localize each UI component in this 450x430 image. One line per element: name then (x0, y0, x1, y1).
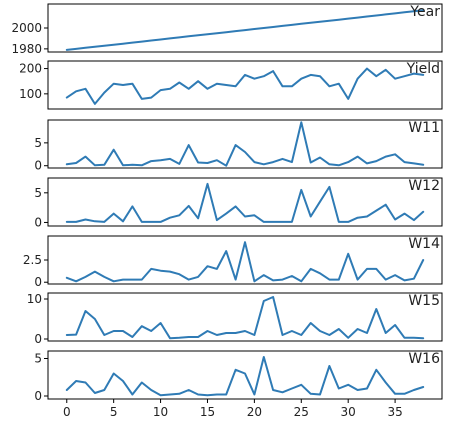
y-tick-label: 5 (34, 186, 42, 200)
y-tick-label: 0 (34, 332, 42, 346)
panel-title: W14 (408, 236, 440, 252)
y-tick-label: 0 (34, 159, 42, 173)
plot-frame (47, 350, 443, 400)
panel-title: W15 (408, 293, 440, 309)
x-tick-label: 15 (200, 405, 215, 419)
y-tick-label: 100 (19, 87, 42, 101)
subplot-year: 1980 2000 Year (11, 3, 443, 56)
panel-title: Yield (406, 61, 440, 77)
subplot-w14: 0 2.5 W14 (23, 235, 443, 289)
series-line-w12 (65, 182, 425, 223)
subplot-yield: 100 200 Yield (19, 60, 443, 110)
plot-frame (47, 60, 443, 110)
x-tick-label: 30 (341, 405, 356, 419)
y-tick-label: 2.5 (23, 253, 42, 267)
y-tick-label: 200 (19, 62, 42, 76)
y-tick-label: 0 (34, 389, 42, 403)
panel-title: W11 (408, 120, 440, 136)
y-tick-label: 0 (34, 215, 42, 229)
y-tick-label: 0 (34, 275, 42, 289)
subplot-w15: 0 10 W15 (27, 292, 443, 346)
series-line-w11 (65, 121, 425, 167)
y-tick-label: 1980 (11, 42, 42, 56)
series-line-w16 (65, 356, 425, 397)
x-tick-label: 25 (294, 405, 309, 419)
x-tick-label: 5 (110, 405, 118, 419)
subplot-w12: 0 5 W12 (34, 177, 443, 229)
panel-title: W16 (408, 351, 440, 367)
plot-frame (47, 119, 443, 169)
panel-title: W12 (408, 178, 440, 194)
x-axis: 0 5 10 15 20 25 30 35 (63, 399, 403, 419)
y-tick-label: 2000 (11, 21, 42, 35)
subplot-w16: 0 5 W16 (34, 350, 443, 403)
x-tick-label: 10 (153, 405, 168, 419)
panel-title: Year (409, 4, 440, 20)
series-line-w14 (65, 241, 425, 283)
x-tick-label: 20 (247, 405, 262, 419)
y-tick-label: 5 (34, 352, 42, 366)
x-tick-label: 35 (387, 405, 402, 419)
series-line-w15 (65, 296, 425, 340)
series-line-yield (65, 67, 425, 105)
y-tick-label: 5 (34, 136, 42, 150)
y-tick-label: 10 (27, 292, 42, 306)
plot-frame (47, 292, 443, 342)
subplot-w11: 0 5 W11 (34, 119, 443, 173)
x-tick-label: 0 (63, 405, 71, 419)
series-line-year (65, 9, 425, 51)
plot-frame (47, 177, 443, 227)
